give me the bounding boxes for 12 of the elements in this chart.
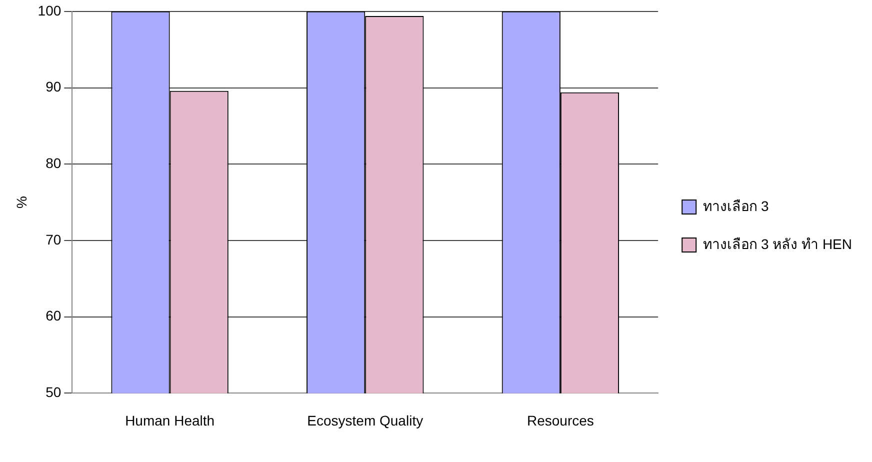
x-tick-label: Ecosystem Quality	[307, 412, 424, 428]
legend-label: ทางเลือก 3 หลัง ทำ HEN	[703, 236, 852, 252]
x-tick-label: Human Health	[125, 412, 215, 428]
x-tick-label: Resources	[526, 412, 594, 428]
legend-label: ทางเลือก 3	[703, 198, 769, 214]
y-tick-label: 80	[46, 154, 62, 171]
y-tick-label: 70	[46, 231, 62, 248]
y-tick-label: 60	[46, 308, 62, 324]
y-tick-label: 90	[46, 78, 62, 95]
y-tick-label: 100	[38, 2, 62, 18]
y-axis-title: %	[13, 196, 30, 209]
y-tick-label: 50	[46, 384, 62, 400]
